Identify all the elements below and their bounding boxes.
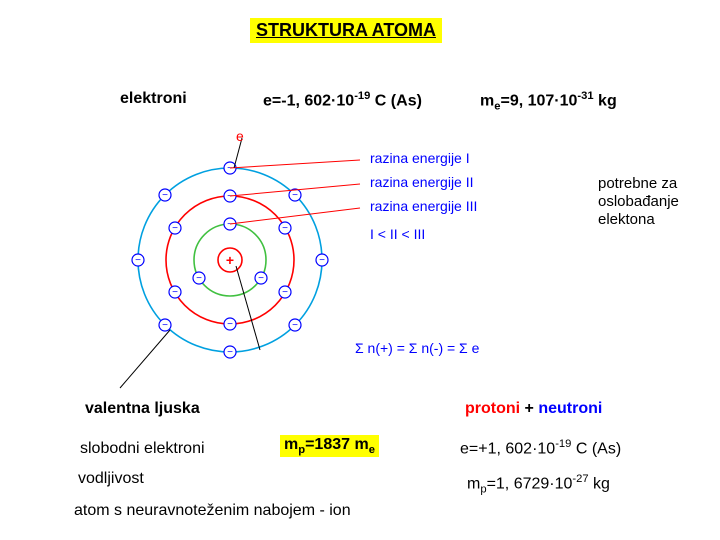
svg-text:−: − (282, 223, 288, 234)
label-elektroni: elektroni (120, 90, 187, 108)
svg-text:−: − (319, 255, 325, 266)
svg-text:−: − (227, 219, 233, 230)
label-valentna: valentna ljuska (85, 400, 200, 418)
svg-text:−: − (162, 320, 168, 331)
svg-text:−: − (292, 190, 298, 201)
svg-text:−: − (282, 287, 288, 298)
label-electron-mass: me=9, 107·10-31 kg (480, 90, 617, 113)
svg-text:−: − (258, 273, 264, 284)
svg-text:−: − (172, 287, 178, 298)
energy-level-3: razina energije III (370, 198, 477, 214)
svg-text:−: − (227, 163, 233, 174)
svg-text:−: − (292, 320, 298, 331)
energy-level-1: razina energije I (370, 150, 470, 166)
label-ion: atom s neuravnoteženim nabojem - ion (74, 502, 351, 520)
svg-text:−: − (227, 347, 233, 358)
svg-text:−: − (227, 191, 233, 202)
atom-diagram: + − − − − − − − − − − − − − − − − − e razina energije I r… (80, 130, 540, 390)
label-proton-mass: mp=1, 6729·10-27 kg (467, 473, 610, 496)
label-protoni-neutroni: protoni + neutroni (465, 400, 602, 418)
charge-sum: Σ n(+) = Σ n(-) = Σ e (355, 340, 479, 356)
energy-level-2: razina energije II (370, 174, 474, 190)
svg-text:−: − (162, 190, 168, 201)
energy-inequality: I < II < III (370, 226, 425, 242)
side-note: potrebne za oslobađanje elektona (598, 175, 679, 229)
label-slobodni: slobodni elektroni (80, 440, 205, 458)
svg-text:−: − (135, 255, 141, 266)
svg-text:+: + (226, 252, 234, 268)
page-title: STRUKTURA ATOMA (250, 18, 442, 43)
label-vodljivost: vodljivost (78, 470, 144, 488)
label-proton-charge: e=+1, 602·10-19 C (As) (460, 438, 621, 458)
svg-text:−: − (196, 273, 202, 284)
label-electron-charge: e=-1, 602·10-19 C (As) (263, 90, 422, 110)
label-mp-relation: mp=1837 me (280, 435, 379, 457)
svg-text:−: − (227, 319, 233, 330)
label-e: e (236, 128, 244, 144)
svg-text:−: − (172, 223, 178, 234)
